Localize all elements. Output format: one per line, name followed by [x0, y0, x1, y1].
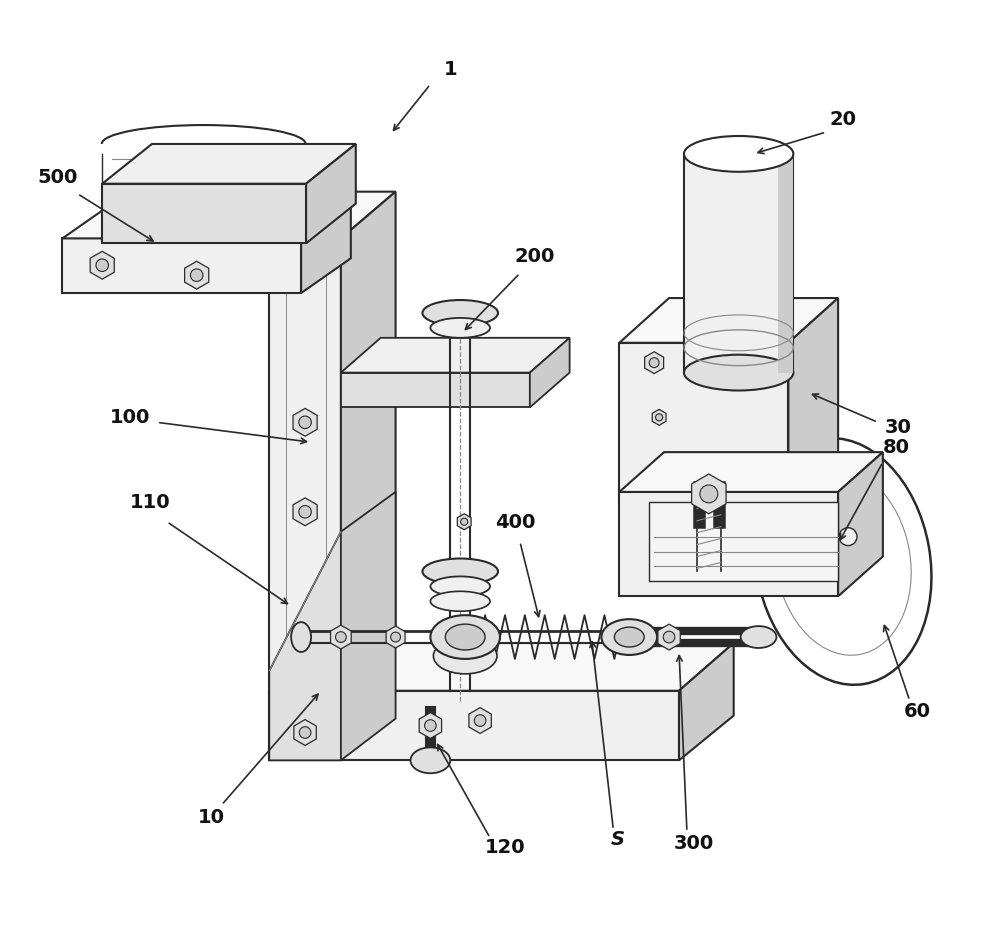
Circle shape — [461, 519, 468, 526]
Text: 100: 100 — [110, 407, 150, 426]
Polygon shape — [619, 344, 788, 503]
Polygon shape — [419, 713, 442, 739]
Ellipse shape — [430, 592, 490, 611]
Ellipse shape — [411, 747, 450, 773]
Text: 110: 110 — [130, 492, 170, 511]
Text: 400: 400 — [495, 512, 535, 531]
Polygon shape — [62, 239, 301, 294]
Polygon shape — [331, 625, 351, 649]
Ellipse shape — [684, 355, 793, 391]
Polygon shape — [269, 644, 734, 691]
Text: 1: 1 — [443, 60, 457, 79]
Ellipse shape — [430, 319, 490, 339]
Polygon shape — [692, 474, 726, 514]
Polygon shape — [530, 339, 570, 408]
Ellipse shape — [433, 639, 497, 674]
Polygon shape — [269, 691, 679, 761]
Polygon shape — [269, 239, 341, 761]
Polygon shape — [62, 205, 351, 239]
Ellipse shape — [291, 623, 311, 652]
Ellipse shape — [839, 528, 857, 546]
Circle shape — [425, 720, 436, 731]
Text: 200: 200 — [515, 247, 555, 266]
Polygon shape — [294, 720, 316, 745]
Polygon shape — [684, 155, 793, 373]
Circle shape — [299, 727, 311, 739]
Polygon shape — [341, 339, 570, 373]
Circle shape — [391, 632, 401, 643]
Text: S: S — [610, 829, 624, 848]
Circle shape — [336, 632, 346, 643]
Polygon shape — [619, 299, 838, 344]
Polygon shape — [679, 644, 734, 761]
Polygon shape — [838, 452, 883, 597]
Text: 10: 10 — [198, 807, 225, 826]
Polygon shape — [645, 352, 664, 374]
Circle shape — [299, 417, 311, 429]
Circle shape — [474, 715, 486, 726]
Polygon shape — [788, 299, 838, 503]
Circle shape — [96, 260, 108, 272]
Text: 30: 30 — [884, 418, 911, 437]
Polygon shape — [619, 452, 883, 492]
Polygon shape — [185, 262, 209, 289]
Polygon shape — [457, 514, 471, 530]
Ellipse shape — [430, 616, 500, 659]
Polygon shape — [269, 192, 396, 239]
Ellipse shape — [422, 301, 498, 327]
Polygon shape — [341, 373, 530, 408]
Polygon shape — [102, 185, 306, 244]
Text: 120: 120 — [485, 837, 525, 856]
Polygon shape — [293, 409, 317, 437]
Text: 20: 20 — [830, 109, 857, 129]
Polygon shape — [341, 192, 396, 761]
Polygon shape — [90, 252, 114, 280]
Text: 300: 300 — [674, 833, 714, 852]
Ellipse shape — [422, 559, 498, 585]
Text: 500: 500 — [37, 168, 78, 187]
Ellipse shape — [684, 137, 793, 172]
Polygon shape — [386, 626, 405, 648]
Polygon shape — [306, 145, 356, 244]
Circle shape — [649, 358, 659, 368]
Polygon shape — [293, 498, 317, 526]
Ellipse shape — [445, 625, 485, 650]
Circle shape — [656, 414, 663, 422]
Circle shape — [190, 269, 203, 282]
Circle shape — [663, 631, 675, 644]
Polygon shape — [652, 410, 666, 426]
Polygon shape — [301, 205, 351, 294]
Polygon shape — [469, 708, 491, 734]
Text: 80: 80 — [882, 438, 909, 457]
Polygon shape — [619, 492, 838, 597]
Ellipse shape — [430, 577, 490, 597]
Ellipse shape — [741, 626, 776, 648]
Polygon shape — [442, 566, 478, 602]
Circle shape — [700, 486, 718, 504]
Ellipse shape — [601, 620, 657, 655]
Polygon shape — [269, 532, 341, 761]
Polygon shape — [102, 145, 356, 185]
Polygon shape — [658, 625, 680, 650]
Circle shape — [299, 506, 311, 519]
Polygon shape — [649, 503, 838, 582]
Polygon shape — [442, 308, 478, 328]
Polygon shape — [341, 492, 396, 761]
Ellipse shape — [614, 627, 644, 647]
Text: 60: 60 — [904, 701, 931, 720]
Polygon shape — [778, 155, 793, 373]
